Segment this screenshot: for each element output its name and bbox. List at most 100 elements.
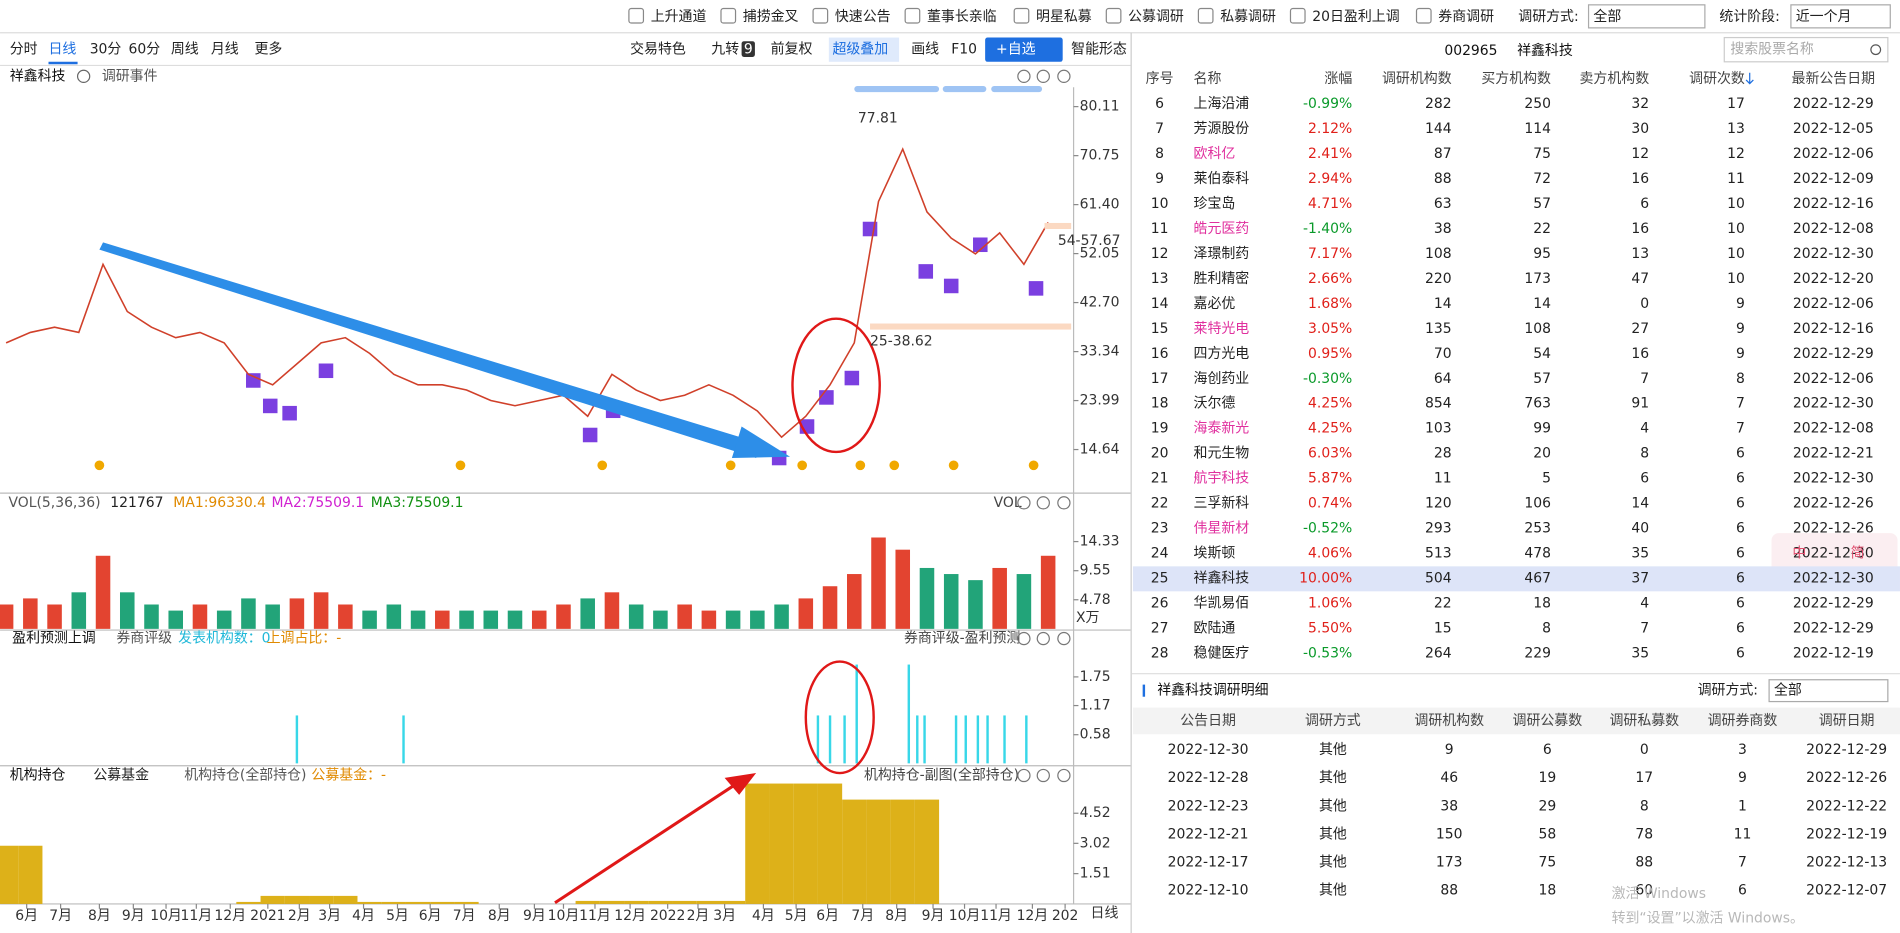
cell: 四方光电 [1194,346,1250,362]
panel-icon[interactable] [1036,496,1050,510]
star [725,460,736,471]
selected-row[interactable] [1132,566,1900,592]
cell: 22 [1434,595,1452,611]
panel-icon[interactable] [1036,69,1050,84]
search-box[interactable] [1723,36,1889,63]
checkbox[interactable] [1105,7,1122,24]
tool-button[interactable]: 超级叠加 [832,42,888,58]
panel-icon[interactable] [1057,496,1071,510]
select[interactable] [1768,679,1889,703]
x-tick-label: 4月 [352,908,375,924]
checkbox[interactable] [1197,7,1214,24]
bar [241,598,256,629]
panel-icon[interactable] [1036,768,1050,783]
checkbox[interactable] [812,7,829,24]
bar [556,604,571,629]
period-tab[interactable]: 30分 [90,42,122,58]
tool-button[interactable]: 画线 [911,42,939,58]
cell: 1 [1738,798,1747,814]
checkbox[interactable] [720,7,737,24]
tool-button[interactable]: +自选 [996,42,1036,58]
cell: 282 [1425,96,1452,112]
panel-icon[interactable] [1017,69,1031,84]
y-tick-label: 61.40 [1080,197,1120,213]
column-header[interactable]: 调研机构数 [1382,71,1452,87]
filter-label[interactable]: 董事长亲临 [927,9,997,25]
panel-icon[interactable] [1017,496,1031,510]
checkbox[interactable] [904,7,921,24]
column-header[interactable]: 序号 [1146,71,1174,87]
tool-button[interactable]: 九转 [711,42,739,58]
x-tick-label: 6月 [15,908,38,924]
tool-button[interactable]: 智能形态 [1071,42,1127,58]
column-header[interactable]: 卖方机构数 [1580,71,1650,87]
cell: 2022-12-29 [1793,620,1874,636]
period-tab[interactable]: 更多 [254,41,282,58]
filter-label[interactable]: 私募调研 [1220,9,1276,25]
select-value[interactable]: 近一个月 [1796,9,1852,25]
cell: 37 [1631,570,1649,586]
checkbox[interactable] [1289,7,1306,24]
marker [246,373,261,388]
column-header[interactable]: 买方机构数 [1481,71,1551,87]
panel-icon[interactable] [1017,768,1031,783]
cell: 2022-12-22 [1806,798,1887,814]
bar [0,604,14,629]
add-button[interactable] [985,37,1063,62]
panel-icon[interactable] [1017,631,1031,646]
cell: 14 [1631,496,1649,512]
select[interactable] [1587,4,1706,29]
dropdown[interactable] [76,69,91,84]
filter-label[interactable]: 公募调研 [1128,9,1184,25]
column-header: 调研公募数 [1513,713,1583,729]
x-tick-label: 2022 [650,908,685,924]
y-tick-label: 14.33 [1080,534,1120,550]
cell: 54 [1533,346,1551,362]
column-header[interactable]: 最新公告日期 [1792,71,1876,87]
cell: 144 [1425,121,1452,137]
red-arrow [554,783,736,904]
panel-icon[interactable] [1057,768,1071,783]
bar [216,610,232,629]
filter-label[interactable]: 上升通道 [651,9,707,25]
filter-label[interactable]: 明星私募 [1036,9,1092,25]
cell: 8 [1736,371,1745,387]
period-tab[interactable]: 60分 [128,42,160,58]
panel-icon[interactable] [1057,69,1071,84]
bar [402,715,405,764]
red-arrow-head [724,773,757,795]
tool-button[interactable]: 前复权 [771,41,813,58]
search-icon[interactable] [1870,44,1882,56]
annotation: 25-38.62 [870,334,933,350]
ime-widget[interactable] [1771,533,1898,575]
period-tab[interactable]: 分时 [10,42,38,58]
select[interactable] [1790,4,1891,29]
panel-icon[interactable] [1036,631,1050,646]
filter-label[interactable]: 券商调研 [1438,9,1494,25]
bar [362,610,377,629]
x-tick-label: 2月 [687,908,710,924]
panel-icon[interactable] [1057,631,1071,646]
filter-label[interactable]: 捕捞金叉 [743,9,799,25]
marker [819,390,834,405]
checkbox[interactable] [628,7,645,24]
period-tab[interactable]: 日线 [49,42,77,58]
filter-label[interactable]: 20日盈利上调 [1312,9,1399,25]
badge-text: 9 [744,42,753,58]
period-tab[interactable]: 周线 [171,42,199,58]
tool-button[interactable]: F10 [951,42,977,58]
filter-label[interactable]: 快速公告 [835,9,891,25]
cell: 1.68% [1308,296,1352,312]
column-header[interactable]: 名称 [1194,71,1222,87]
period-tab[interactable]: 月线 [211,42,239,58]
column-header[interactable]: 调研次数 [1689,71,1745,87]
checkbox[interactable] [1013,7,1030,24]
select-value[interactable]: 全部 [1774,682,1802,699]
column-header[interactable]: 涨幅 [1324,71,1352,87]
checkbox[interactable] [1415,7,1432,24]
select-value[interactable]: 全部 [1593,8,1621,25]
column-header: 调研方式 [1305,713,1361,729]
tool-button[interactable]: 交易特色 [630,41,686,58]
x-tick-label: 3月 [318,908,341,924]
